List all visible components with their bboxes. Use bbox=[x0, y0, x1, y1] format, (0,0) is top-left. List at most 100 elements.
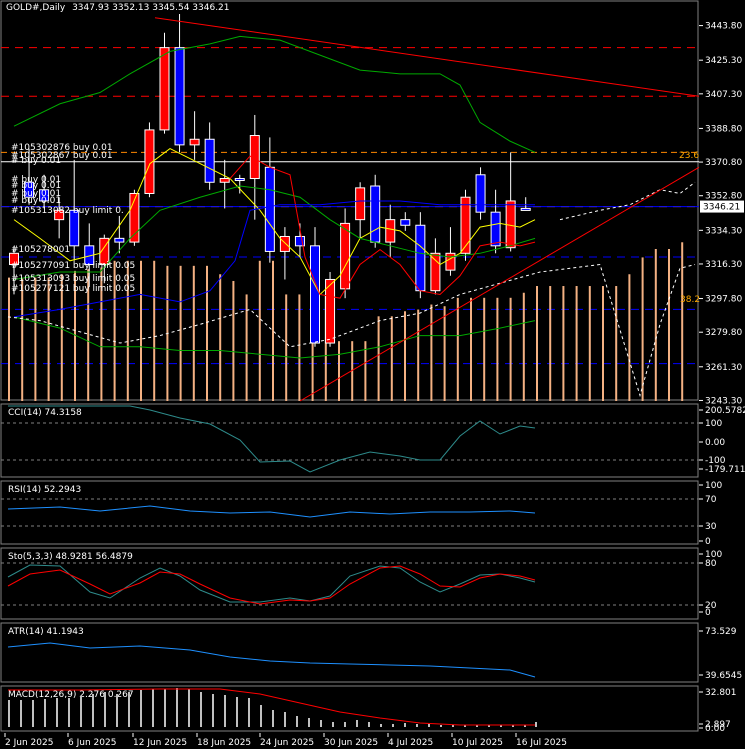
sto-panel-tick-label: 0 bbox=[705, 608, 711, 618]
volume-bar bbox=[60, 274, 63, 401]
candle-body bbox=[39, 189, 50, 202]
volume-bar bbox=[549, 286, 552, 401]
macd-histogram-bar bbox=[80, 696, 82, 727]
candle-body bbox=[204, 138, 215, 183]
volume-bar bbox=[496, 297, 499, 401]
x-axis-label: 2 Jun 2025 bbox=[5, 738, 53, 748]
volume-bar bbox=[272, 260, 274, 401]
volume-bar bbox=[443, 306, 446, 401]
x-axis-label: 10 Jul 2025 bbox=[452, 738, 503, 748]
volume-bar bbox=[245, 294, 248, 401]
macd-histogram-bar bbox=[224, 695, 226, 727]
stochastic-d-line bbox=[7, 565, 536, 605]
macd-histogram-bar bbox=[200, 692, 202, 727]
y-tick-label: 3297.80 bbox=[705, 295, 742, 305]
candle-body bbox=[249, 135, 260, 180]
trend-line-up bbox=[299, 166, 700, 402]
sto-panel-frame bbox=[0, 547, 699, 620]
candle-body bbox=[445, 252, 456, 271]
macd-panel-tick-label: 32.801 bbox=[705, 688, 737, 698]
macd-histogram-bar bbox=[296, 716, 298, 727]
cci-panel-tick-label: 200.5782 bbox=[705, 406, 745, 416]
volume-bar bbox=[575, 286, 578, 401]
sto-panel-tick-label: 20 bbox=[705, 601, 717, 611]
volume-bar bbox=[536, 286, 538, 401]
volume-bar bbox=[430, 304, 433, 401]
macd-histogram-bar bbox=[128, 692, 130, 727]
atr-line bbox=[7, 642, 536, 678]
x-axis-label: 6 Jun 2025 bbox=[68, 738, 116, 748]
order-label: #105277091 buy limit 0.05 bbox=[11, 261, 135, 271]
candle-body bbox=[475, 174, 486, 213]
candle-body bbox=[174, 47, 185, 146]
volume-bar bbox=[179, 265, 182, 401]
sto-panel-tick-label: 100 bbox=[705, 550, 722, 560]
candle-body bbox=[460, 196, 471, 254]
volume-bar bbox=[404, 311, 406, 401]
volume-bar bbox=[338, 341, 340, 401]
candle-body bbox=[114, 237, 125, 243]
volume-bar bbox=[456, 297, 459, 401]
macd-histogram-bar bbox=[320, 720, 322, 727]
candle-body bbox=[264, 166, 275, 252]
candle-body bbox=[415, 224, 426, 292]
volume-bar bbox=[628, 274, 631, 401]
volume-bar bbox=[258, 260, 261, 401]
candle-body bbox=[340, 222, 351, 290]
volume-bar bbox=[654, 249, 657, 401]
volume-bar bbox=[364, 341, 367, 401]
macd-histogram-bar bbox=[32, 700, 34, 727]
candle-body bbox=[219, 178, 230, 183]
macd-histogram-bar bbox=[512, 725, 514, 727]
fib-38-2-label: 38.2 bbox=[680, 295, 700, 305]
rsi-panel-tick-label: 0 bbox=[705, 537, 711, 547]
symbol-label: GOLD#,Daily bbox=[6, 3, 66, 13]
order-label: #105302876 buy 0.01 bbox=[11, 143, 113, 153]
candle-body bbox=[279, 235, 290, 252]
candle-body bbox=[400, 219, 411, 226]
volume-bar bbox=[87, 269, 90, 401]
rsi-panel-tick-label: 70 bbox=[705, 495, 717, 505]
candle-body bbox=[24, 181, 35, 198]
y-tick-label: 3334.30 bbox=[705, 226, 742, 236]
fib-23-6-label: 23.6 bbox=[679, 151, 699, 161]
candle-body bbox=[144, 129, 155, 194]
rsi-panel-frame bbox=[0, 480, 699, 545]
atr-panel-frame bbox=[0, 622, 699, 683]
ohlc-readout: 3347.93 3352.13 3345.54 3346.21 bbox=[72, 3, 230, 13]
cci-panel-tick-label: 100 bbox=[705, 419, 722, 429]
macd-histogram-bar bbox=[332, 722, 334, 727]
y-tick-label: 3352.80 bbox=[705, 192, 742, 202]
candle-body bbox=[294, 235, 305, 247]
macd-histogram-bar bbox=[176, 688, 178, 727]
macd-histogram-bar bbox=[236, 697, 238, 727]
sto-panel-title: Sto(5,3,3) 48.9281 56.4879 bbox=[8, 552, 133, 562]
order-label: # buy 0.01 bbox=[11, 181, 61, 191]
candle-body bbox=[355, 187, 366, 221]
ma-blue-line bbox=[13, 200, 535, 318]
ma-red-line bbox=[229, 155, 536, 299]
macd-histogram-bar bbox=[284, 712, 286, 727]
macd-histogram-bar bbox=[356, 720, 358, 727]
envelope-lower-line bbox=[7, 263, 696, 398]
ma-mid-line bbox=[13, 185, 536, 280]
current-price-box bbox=[700, 200, 744, 213]
macd-histogram-bar bbox=[344, 722, 346, 727]
cci-panel-title: CCI(14) 74.3158 bbox=[8, 408, 82, 418]
volume-bar bbox=[113, 260, 116, 401]
macd-histogram-bar bbox=[428, 724, 430, 727]
volume-bar bbox=[100, 267, 103, 401]
volume-bar bbox=[219, 274, 222, 401]
volume-bar bbox=[34, 277, 37, 401]
macd-panel-title: MACD(12,26,9) 2.276 0.267 bbox=[8, 690, 134, 700]
candle-body bbox=[490, 211, 501, 247]
volume-bar bbox=[390, 316, 393, 401]
candle-body bbox=[159, 47, 170, 131]
macd-histogram-bar bbox=[8, 700, 10, 727]
candle-body bbox=[69, 209, 80, 247]
candle-body bbox=[325, 278, 336, 344]
y-tick-label: 3279.80 bbox=[705, 328, 742, 338]
volume-bar bbox=[47, 277, 50, 401]
macd-histogram-bar bbox=[380, 724, 382, 727]
